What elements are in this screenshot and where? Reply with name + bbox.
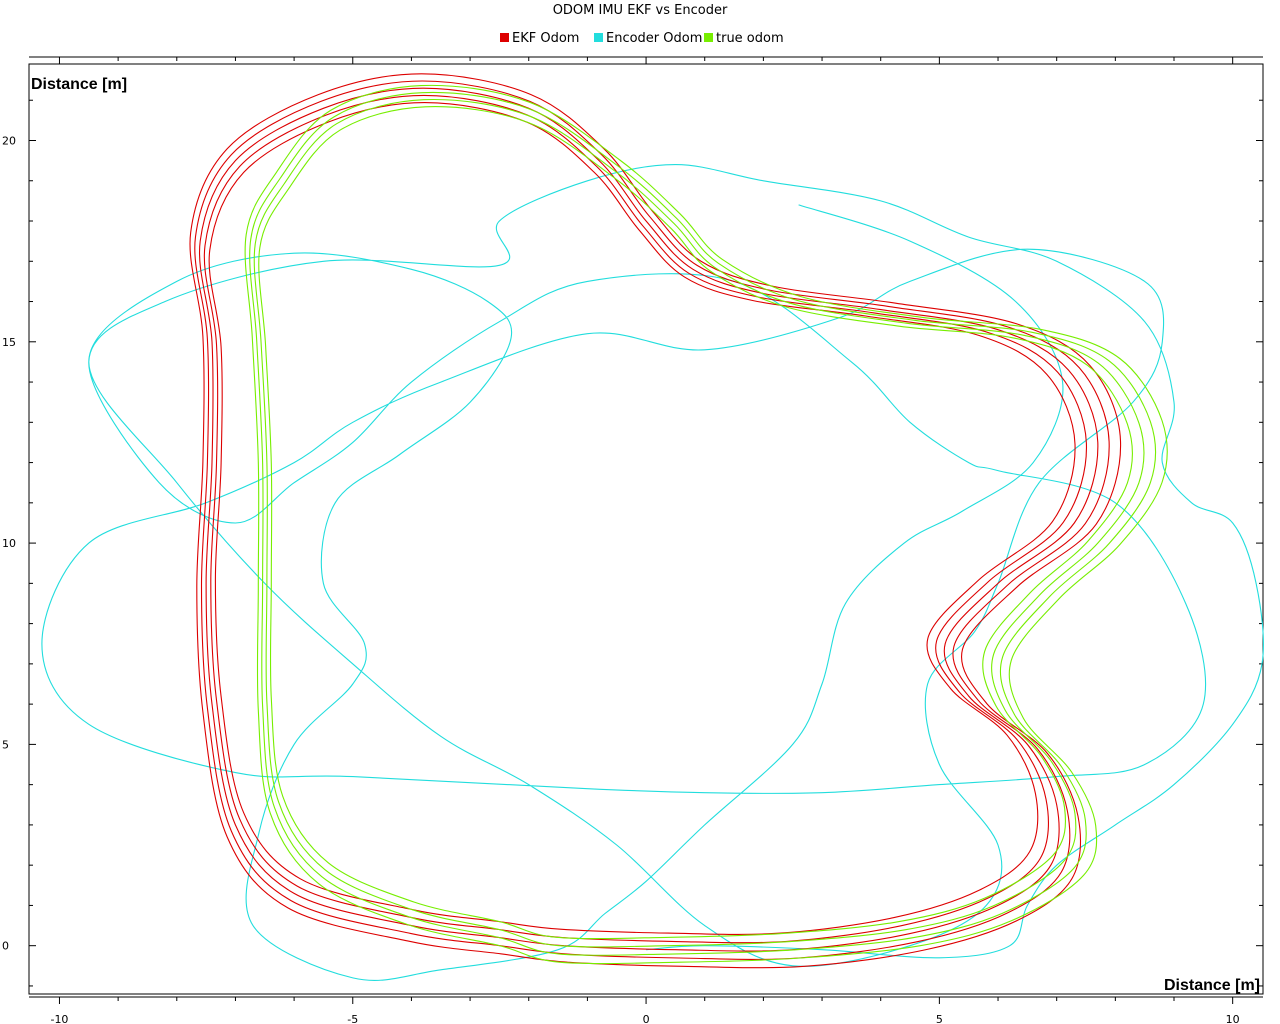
x-tick-label: -10	[50, 1013, 68, 1024]
chart-title: ODOM IMU EKF vs Encoder	[553, 3, 728, 18]
y-tick-label: 0	[2, 940, 9, 953]
x-tick-label: 10	[1226, 1013, 1240, 1024]
y-tick-label: 20	[2, 134, 16, 147]
legend-item: Encoder Odom	[594, 31, 702, 46]
series-line	[41, 164, 1264, 981]
series-line	[258, 106, 1133, 940]
series-line	[203, 94, 1087, 944]
series-layer	[41, 73, 1264, 981]
series-line	[189, 73, 1122, 969]
y-axis-label: Distance [m]	[31, 76, 127, 93]
legend-label: Encoder Odom	[606, 31, 702, 46]
legend-label: EKF Odom	[512, 31, 579, 46]
series-line	[199, 87, 1099, 952]
series-line	[208, 102, 1076, 935]
x-tick-label: 0	[643, 1013, 650, 1024]
legend-swatch	[500, 33, 509, 42]
series-line	[194, 80, 1110, 960]
x-tick-label: -5	[347, 1013, 358, 1024]
legend-label: true odom	[716, 31, 784, 46]
series-line	[244, 84, 1168, 965]
series-ekf-odom	[189, 73, 1122, 969]
legend-swatch	[704, 33, 713, 42]
series-encoder-odom	[41, 164, 1264, 981]
y-tick-label: 10	[2, 537, 16, 550]
legend-swatch	[594, 33, 603, 42]
series-true-odom	[244, 84, 1168, 965]
legend: EKF Odom Encoder Odom true odom	[500, 31, 784, 46]
axis-ticks: -10 -5 0 5 10 0 5 10 15 20	[2, 57, 1263, 1024]
legend-item: true odom	[704, 31, 784, 46]
series-line	[253, 98, 1145, 948]
x-axis-label: Distance [m]	[1164, 977, 1260, 994]
x-tick-label: 5	[936, 1013, 943, 1024]
series-line	[249, 91, 1157, 956]
legend-item: EKF Odom	[500, 31, 579, 46]
y-tick-label: 15	[2, 336, 16, 349]
y-tick-label: 5	[2, 738, 9, 751]
